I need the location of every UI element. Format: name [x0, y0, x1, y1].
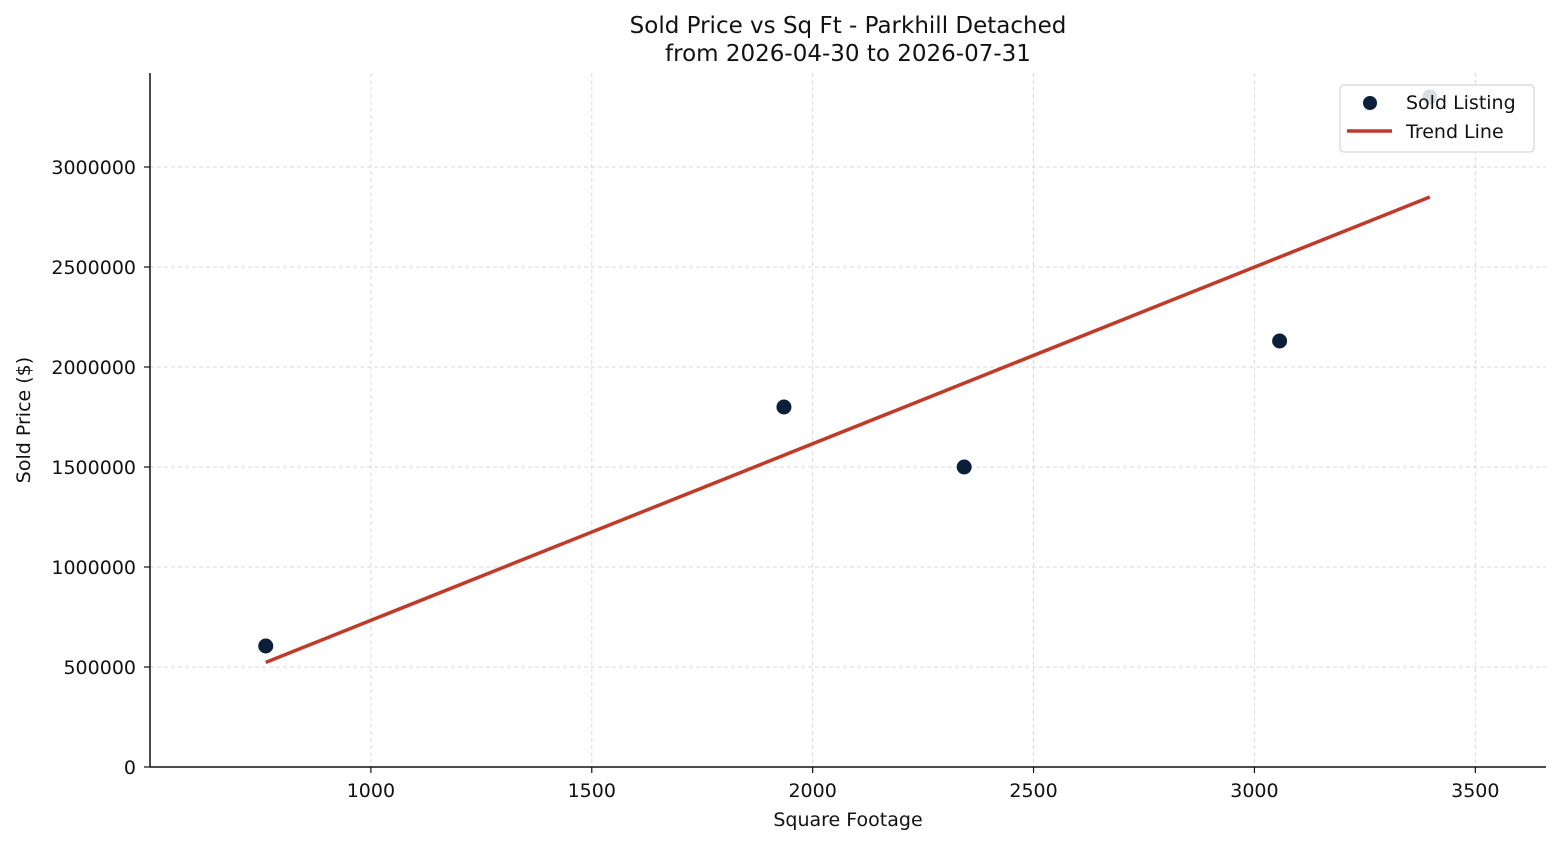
x-tick-label: 2500 — [1009, 780, 1057, 802]
y-tick-label: 3000000 — [51, 157, 136, 179]
x-tick-label: 1500 — [568, 780, 616, 802]
grid-layer — [150, 73, 1546, 767]
data-layer — [258, 89, 1438, 665]
x-axis-label: Square Footage — [773, 809, 922, 831]
y-tick-label: 0 — [124, 757, 136, 779]
y-tick-label: 1000000 — [51, 557, 136, 579]
x-tick-label: 3000 — [1230, 780, 1278, 802]
legend: Sold Listing Trend Line — [1339, 84, 1535, 153]
x-tick-label: 2000 — [788, 780, 836, 802]
scatter-point — [258, 638, 274, 654]
chart-subtitle: from 2026-04-30 to 2026-07-31 — [665, 41, 1031, 67]
x-tick-label: 1000 — [347, 780, 395, 802]
scatter-point — [776, 399, 792, 415]
y-tick-label: 2500000 — [51, 257, 136, 279]
y-tick-label: 1500000 — [51, 457, 136, 479]
axes-layer: 1000 1500 2000 2500 3000 3500 0 500000 1000000 15… — [51, 73, 1546, 802]
y-tick-label: 2000000 — [51, 357, 136, 379]
trend-line — [265, 195, 1431, 665]
legend-label-trend-line: Trend Line — [1405, 121, 1504, 143]
x-tick-label: 3500 — [1451, 780, 1499, 802]
chart-title: Sold Price vs Sq Ft - Parkhill Detached — [630, 13, 1067, 39]
legend-label-sold-listing: Sold Listing — [1406, 92, 1516, 114]
scatter-point — [956, 459, 972, 475]
y-axis-label: Sold Price ($) — [13, 357, 35, 483]
y-tick-label: 500000 — [63, 657, 136, 679]
legend-marker-sold-listing — [1363, 96, 1377, 110]
legend-frame — [1339, 84, 1535, 153]
scatter-point — [1272, 333, 1288, 349]
